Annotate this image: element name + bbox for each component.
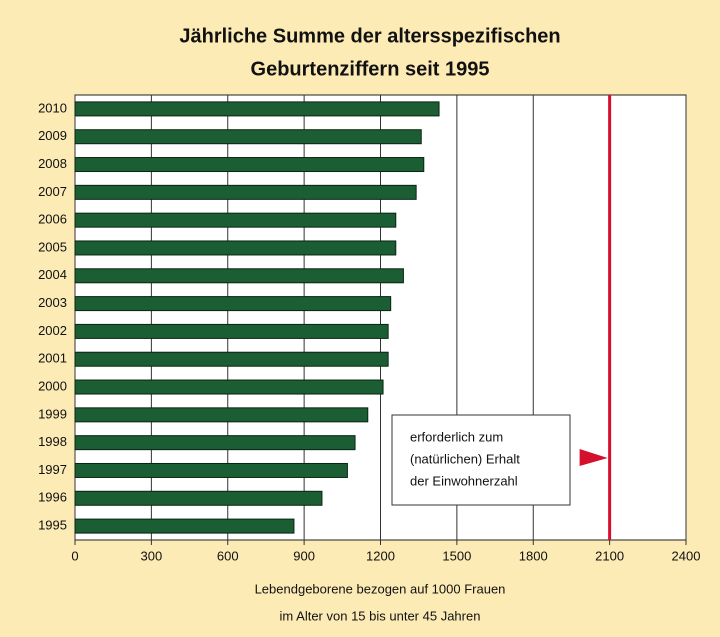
chart-title: Jährliche Summe der altersspezifischen (179, 25, 560, 47)
annotation-text: (natürlichen) Erhalt (410, 451, 520, 466)
y-tick-label: 1997 (38, 462, 67, 477)
bar (74, 407, 369, 423)
x-axis-label: Lebendgeborene bezogen auf 1000 Frauen (255, 581, 506, 596)
y-tick-label: 1999 (38, 406, 67, 421)
x-tick-label: 2100 (595, 548, 624, 563)
x-tick-label: 900 (293, 548, 315, 563)
y-tick-label: 1995 (38, 518, 67, 533)
bar (74, 184, 417, 200)
bar (74, 490, 323, 506)
bar (74, 212, 397, 228)
x-tick-label: 1200 (366, 548, 395, 563)
y-tick-label: 1998 (38, 434, 67, 449)
bar (74, 296, 392, 312)
x-tick-label: 0 (71, 548, 78, 563)
y-tick-label: 2009 (38, 128, 67, 143)
x-tick-label: 600 (217, 548, 239, 563)
bar (74, 323, 389, 339)
y-tick-label: 1996 (38, 490, 67, 505)
y-tick-label: 2001 (38, 351, 67, 366)
bar (74, 379, 384, 395)
y-tick-label: 2003 (38, 295, 67, 310)
x-tick-label: 1500 (442, 548, 471, 563)
y-tick-label: 2000 (38, 378, 67, 393)
bar (74, 351, 389, 367)
y-tick-label: 2007 (38, 184, 67, 199)
bar (74, 462, 348, 478)
reference-arrow (579, 449, 608, 466)
x-tick-label: 1800 (519, 548, 548, 563)
y-tick-label: 2005 (38, 239, 67, 254)
y-tick-label: 2006 (38, 212, 67, 227)
annotation-box (391, 414, 571, 506)
x-tick-label: 300 (141, 548, 163, 563)
y-tick-label: 2008 (38, 156, 67, 171)
x-axis-label: im Alter von 15 bis unter 45 Jahren (280, 608, 481, 623)
chart-title: Geburtenziffern seit 1995 (251, 58, 490, 80)
x-tick-label: 2400 (672, 548, 701, 563)
y-tick-label: 2004 (38, 267, 67, 282)
y-tick-label: 2002 (38, 323, 67, 338)
annotation-text: der Einwohnerzahl (410, 473, 518, 488)
bar (74, 268, 404, 284)
bar (74, 435, 356, 451)
bar (74, 157, 425, 173)
bar (74, 518, 295, 534)
bar (74, 240, 397, 256)
annotation-text: erforderlich zum (410, 429, 503, 444)
bar (74, 129, 422, 145)
bar (74, 101, 440, 117)
y-tick-label: 2010 (38, 100, 67, 115)
